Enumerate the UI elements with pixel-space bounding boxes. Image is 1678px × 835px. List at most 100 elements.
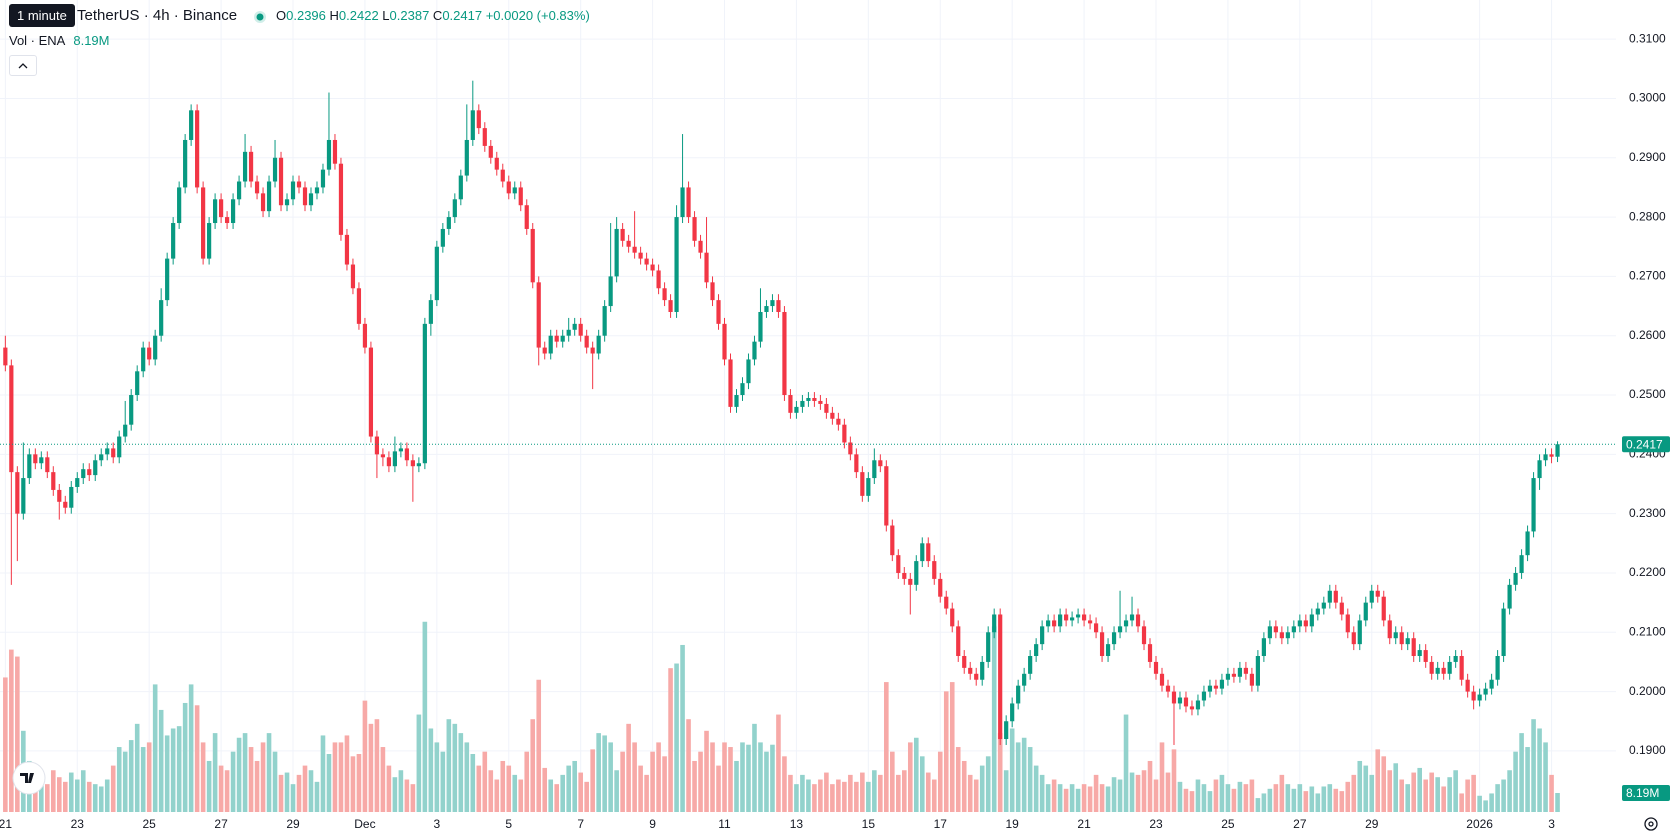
collapse-button[interactable] [9,55,37,76]
volume-bar [15,656,20,812]
ohlc-value: 0.2387 [389,8,430,23]
candle-body [272,157,278,182]
candle-body [1357,620,1362,645]
y-tick-label: 0.3100 [1629,31,1666,45]
volume-bar [872,770,877,812]
candle-body [482,128,487,146]
volume-bar [422,621,428,812]
x-tick-label: 25 [143,817,157,831]
volume-bar [830,784,835,812]
volume-bar [164,735,170,812]
candle-body [1123,620,1129,627]
logo[interactable] [12,761,46,795]
candle-body [986,632,991,662]
volume-bar [1189,791,1195,812]
volume-bar [734,760,739,812]
candle-body [147,347,152,360]
volume-bar [818,779,823,812]
volume-bar [200,742,206,812]
candle-body [1237,667,1243,677]
candle-body [1297,620,1302,627]
candle-body [81,469,86,479]
candle-body [818,400,823,404]
volume-bar [1291,788,1297,812]
candle-body [980,661,985,680]
candle-body [1429,661,1434,674]
volume-bar [896,774,901,812]
volume-bar [1483,800,1488,812]
volume-bar [566,765,571,812]
candle-body [75,478,80,487]
last-price-label: 0.2417 [1626,437,1663,451]
volume-bar [656,742,661,812]
candle-body [1052,620,1057,627]
candle-body [1333,590,1338,603]
candle-body [1249,673,1254,686]
candle-body [722,323,727,360]
candle-body [248,151,254,182]
candle-body [950,608,955,627]
volume-bar [146,742,152,812]
volume-bar [686,719,691,812]
volume-bar [326,754,332,812]
settings-icon[interactable] [1642,815,1660,833]
volume-bar [1225,784,1231,812]
volume-bar [1477,795,1482,812]
x-tick-label: 29 [1365,817,1379,831]
candle-body [1411,638,1416,657]
volume-bar [1249,779,1255,812]
x-tick-label: 3 [1548,817,1555,831]
candle-body [578,323,583,336]
volume-bar [806,779,811,812]
ohlc-key: H [329,8,339,23]
volume-bar [1447,777,1452,812]
volume-bar [1279,774,1285,812]
candle-body [1070,617,1075,621]
candle-body [398,448,403,452]
volume-bar [56,777,62,812]
candle-body [1471,691,1476,701]
volume-bar [884,682,889,812]
candle-body [1010,703,1015,722]
candle-body [530,228,535,283]
candle-body [428,300,433,324]
volume-bar [1381,756,1387,812]
candle-body [560,335,565,342]
candle-body [404,448,409,461]
volume-bar [1525,747,1530,812]
volume-bar [542,767,548,812]
candle-body [638,252,643,259]
volume-bar [638,765,643,812]
volume-bar [740,742,745,812]
candle-body [542,347,547,354]
candle-body [434,246,439,301]
candle-body [554,335,559,342]
volume-bar [302,765,308,812]
volume-bar [39,779,44,812]
candle-body [500,169,505,182]
candle-body [380,454,386,458]
volume-bar [1081,784,1087,812]
candle-body [998,614,1003,740]
candle-body [446,217,451,229]
candle-body [1447,661,1452,674]
volume-bar [1369,774,1375,812]
candle-body [374,436,380,455]
volume-bar [626,723,631,812]
volume-bar [1285,784,1291,812]
volume-bar [1429,772,1434,812]
candle-body [752,341,757,360]
volume-bar [176,726,182,812]
candle-body [326,139,332,170]
volume-title: Vol · ENA [9,33,66,48]
candle-body [1147,644,1153,662]
volume-bar [1303,791,1309,812]
candle-body [314,187,320,194]
volume-bar [152,684,158,812]
volume-bar [1363,765,1369,812]
y-tick-label: 0.2600 [1629,328,1666,342]
candle-body [866,478,871,496]
x-tick-label: 27 [1293,817,1307,831]
candle-body [1034,644,1039,657]
